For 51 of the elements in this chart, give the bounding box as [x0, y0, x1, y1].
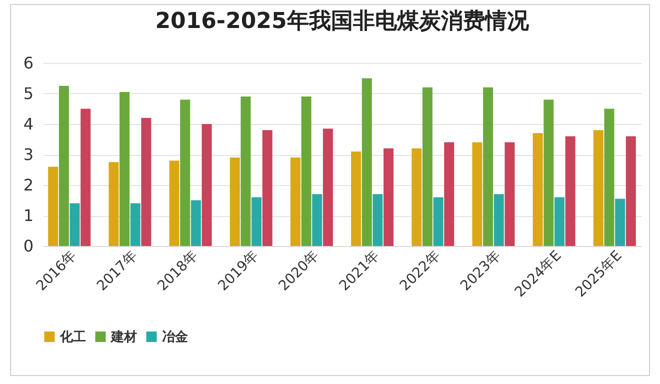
chart-title: 2016-2025年我国非电煤炭消费情况	[155, 9, 530, 34]
bar	[262, 130, 272, 246]
bar	[412, 148, 422, 246]
bar	[130, 203, 140, 246]
bar	[80, 108, 91, 246]
bar	[180, 100, 190, 246]
bar	[532, 133, 543, 246]
y-tick-label: 5	[23, 84, 34, 103]
bar	[494, 194, 504, 246]
y-tick-label: 1	[23, 206, 34, 225]
bar	[504, 142, 515, 246]
bar	[444, 142, 454, 246]
bar	[433, 197, 444, 246]
legend-label: 建材	[110, 330, 137, 345]
bar	[554, 197, 564, 246]
legend-label: 冶金	[162, 328, 189, 345]
bar	[58, 86, 69, 246]
bar	[544, 100, 554, 246]
bar	[70, 203, 80, 246]
bar	[604, 108, 614, 246]
bar	[301, 96, 312, 246]
bar	[565, 136, 576, 246]
bar	[422, 87, 432, 246]
bar	[290, 158, 300, 246]
bar	[372, 194, 383, 246]
legend-label: 化工	[59, 330, 86, 345]
bar	[384, 148, 394, 246]
bar	[483, 87, 494, 246]
bar	[626, 136, 636, 246]
bar	[351, 151, 362, 246]
bar	[472, 142, 482, 246]
bar	[615, 198, 626, 246]
y-tick-label: 3	[23, 145, 34, 164]
bar	[240, 96, 251, 246]
bar	[322, 128, 333, 246]
bar	[252, 197, 262, 246]
bar	[190, 200, 201, 246]
bar	[230, 158, 240, 246]
bar	[169, 160, 180, 246]
y-tick-label: 2	[23, 176, 34, 194]
bar	[312, 194, 322, 246]
bar	[120, 92, 130, 246]
bar	[202, 124, 212, 246]
bar	[48, 166, 58, 246]
bar	[593, 130, 604, 246]
y-tick-label: 4	[23, 114, 34, 134]
y-tick-label: 6	[23, 54, 34, 72]
bar	[362, 78, 372, 246]
y-tick-label: 0	[23, 236, 34, 256]
bar	[108, 162, 119, 246]
bar	[141, 118, 152, 246]
